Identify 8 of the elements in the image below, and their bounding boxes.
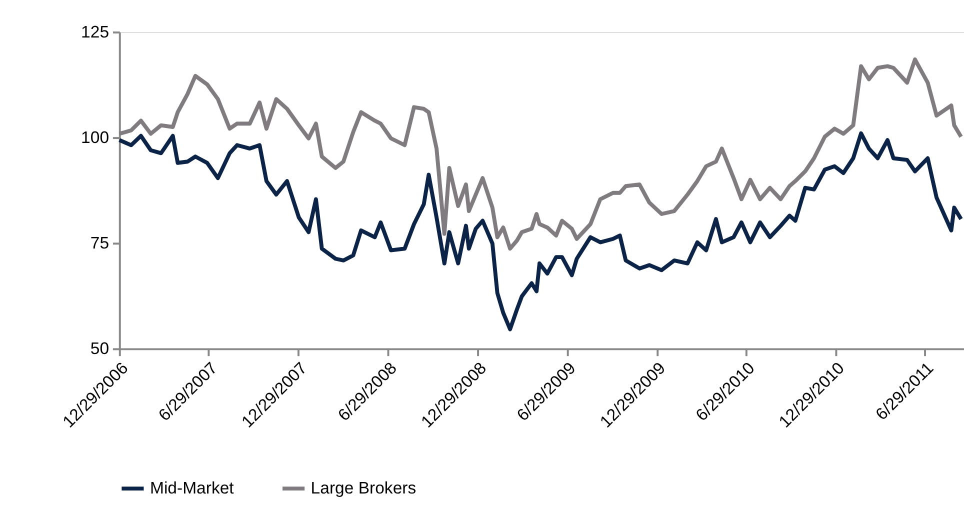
y-tick-label: 75	[90, 234, 110, 253]
line-series	[117, 57, 964, 251]
line-series	[117, 131, 964, 332]
legend-label: Large Brokers	[310, 478, 416, 498]
y-tick-label: 100	[81, 128, 110, 147]
y-tick-label: 50	[90, 339, 110, 358]
legend-label: Mid-Market	[150, 478, 234, 498]
y-tick-label: 125	[81, 22, 110, 42]
